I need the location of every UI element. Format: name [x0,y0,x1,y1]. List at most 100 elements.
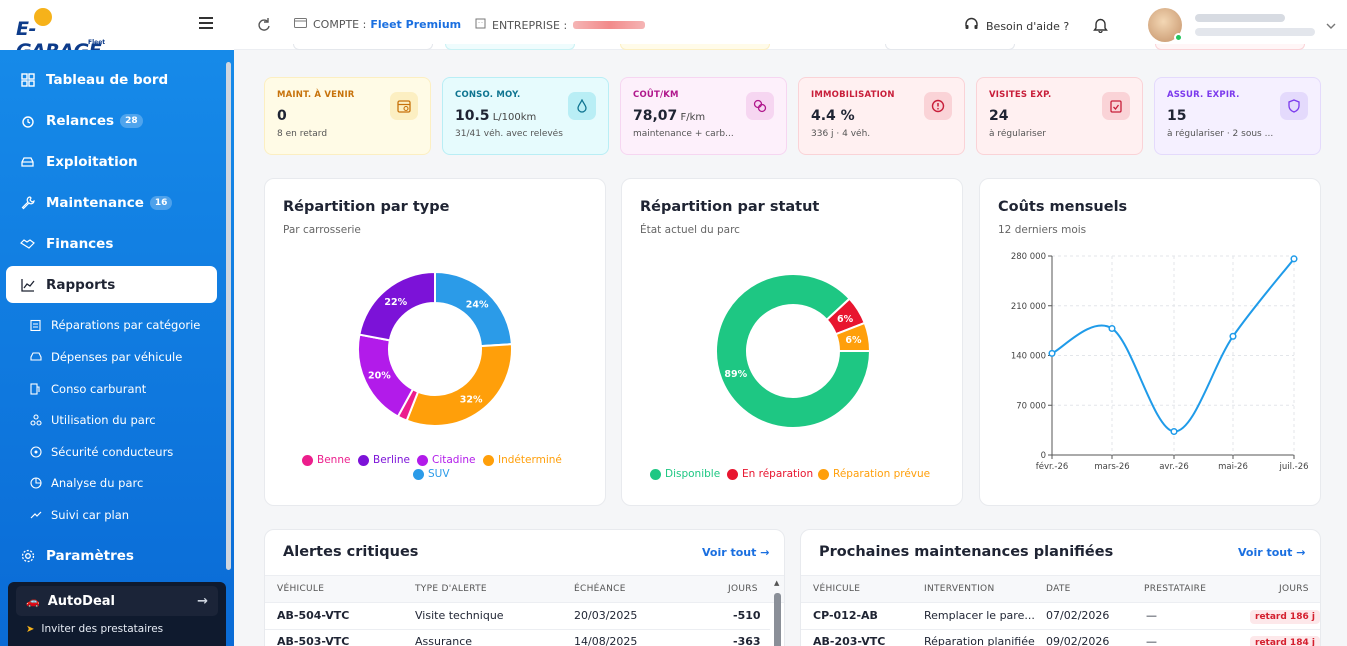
legend-item[interactable]: Disponible [650,468,720,480]
shield-icon [1280,92,1308,120]
invite-prestataires-link[interactable]: ➤ Inviter des prestataires [26,623,163,635]
donut-slice-disponible[interactable] [715,273,872,429]
help-button[interactable]: Besoin d'aide ? [964,17,1069,35]
panel-maintenances-planifiees: Prochaines maintenances planifiées Voir … [800,529,1321,646]
sidebar-item-rapports[interactable]: Rapports [6,266,217,303]
sub-item-suivi-car-plan[interactable]: Suivi car plan [30,508,129,522]
legend-item[interactable]: Berline [358,454,410,466]
x-tick-label: avr.-26 [1159,462,1189,472]
kpi-unit: L/100km [489,112,537,123]
donut-chart-statut: 89% 6% 6% [715,273,872,429]
voir-tout-maintenances-link[interactable]: Voir tout → [1238,546,1306,559]
entreprise-info: ENTREPRISE : [475,18,646,32]
sidebar-scrollbar[interactable] [226,62,231,570]
legend-swatch [483,454,494,466]
steering-wheel-icon [30,446,42,458]
slice-data-label: 6% [837,314,854,325]
legend-swatch [818,468,829,480]
legend-item[interactable]: Benne [302,454,350,466]
voir-tout-alertes-link[interactable]: Voir tout → [702,546,770,559]
cell-prestataire: — [1146,609,1157,622]
sidebar-item-parametres[interactable]: Paramètres [6,537,217,574]
donut-slice-indéterminé[interactable] [405,343,513,427]
cell-jours: -363 [733,635,761,646]
handshake-icon [20,236,35,251]
clipboard-check-icon [1102,92,1130,120]
donut-slice-berline[interactable] [358,270,436,342]
network-icon [30,414,42,426]
legend-item[interactable]: Citadine [417,454,476,466]
user-role-redacted [1195,28,1315,36]
sidebar-item-relances[interactable]: Relances 28 [6,102,217,139]
kpi-card[interactable]: ASSUR. EXPIR. 15 à régulariser · 2 sous ..… [1154,77,1321,155]
kpi-subtext: à régulariser · 2 sous ... [1167,129,1274,139]
sidebar-item-maintenance[interactable]: Maintenance 16 [6,184,217,221]
pie-chart-icon [30,477,42,489]
data-point[interactable] [1290,255,1298,263]
donut-chart-type: 24% 32% 20% 22% [357,270,513,427]
sub-item-label: Suivi car plan [51,508,130,522]
data-point[interactable] [1229,332,1237,340]
sub-item-label: Dépenses par véhicule [51,350,183,364]
sub-item-utilisation-parc[interactable]: Utilisation du parc [30,413,156,427]
kpi-card[interactable]: IMMOBILISATION 4.4 % 336 j · 4 véh. [798,77,965,155]
sidebar-item-finances[interactable]: Finances [6,225,217,262]
legend-item[interactable]: SUV [413,468,450,480]
kpi-label: IMMOBILISATION [811,90,895,100]
data-point[interactable] [1170,427,1178,436]
sub-item-securite-conducteurs[interactable]: Sécurité conducteurs [30,445,173,459]
legend-item[interactable]: En réparation [727,468,813,480]
menu-toggle-icon[interactable] [199,17,213,29]
autodeal-label: AutoDeal [47,593,116,609]
th-date: DATE [1046,584,1071,594]
app-logo[interactable]: E-GARAGE Fleet [14,6,114,62]
cell-intervention: Réparation planifiée [924,635,1035,646]
sub-item-label: Réparations par catégorie [51,318,201,332]
trend-up-icon [30,509,42,521]
sub-item-depenses-vehicule[interactable]: Dépenses par véhicule [30,350,182,364]
slice-data-label: 89% [724,369,747,380]
legend-item[interactable]: Réparation prévue [818,468,930,480]
legend-item[interactable]: Indéterminé [483,454,562,466]
sub-item-analyse-parc[interactable]: Analyse du parc [30,476,143,490]
table-scrollbar[interactable]: ▲ [772,577,782,646]
slice-data-label: 32% [460,394,483,405]
sub-item-reparations-categorie[interactable]: Réparations par catégorie [30,318,200,332]
y-tick-label: 210 000 [1011,302,1046,312]
alert-circle-icon [924,92,952,120]
building-icon [475,18,486,32]
slice-data-label: 20% [368,371,391,382]
refresh-icon[interactable] [256,17,271,32]
legend-label: Disponible [665,468,721,480]
kpi-value: 78,07 F/km [633,108,706,124]
bell-icon[interactable] [1093,17,1108,34]
panel-repartition-statut: Répartition par statut État actuel du pa… [621,178,963,506]
compte-info: COMPTE : Fleet Premium [294,18,461,31]
line-chart-couts: 0 70 000 140 000 210 000 280 000 févr.-26 mars… [1011,252,1309,472]
donut-slice-réparation-prévue[interactable] [834,321,872,352]
kpi-value: 4.4 % [811,108,855,124]
y-tick-label: 0 [1041,451,1046,461]
cell-type: Visite technique [415,609,504,622]
data-point[interactable] [1108,324,1116,333]
autodeal-button[interactable]: 🚗 AutoDeal → [16,586,218,616]
sidebar-item-label: Paramètres [46,547,134,564]
chevron-down-icon[interactable] [1325,17,1337,29]
sidebar-item-tableau-de-bord[interactable]: Tableau de bord [6,61,217,98]
data-point[interactable] [1048,349,1056,357]
kpi-subtext: maintenance + carb... [633,129,734,139]
panel-title: Répartition par statut [640,199,820,215]
sidebar-panel [0,50,234,646]
sub-item-conso-carburant[interactable]: Conso carburant [30,382,146,396]
sidebar-item-exploitation[interactable]: Exploitation [6,143,217,180]
panel-alertes-critiques: Alertes critiques Voir tout → VÉHICULE T… [264,529,785,646]
online-status-dot [1174,33,1183,42]
maintenance-count-badge: 16 [149,195,173,210]
kpi-card[interactable]: COÛT/KM 78,07 F/km maintenance + carb... [620,77,787,155]
kpi-card[interactable]: VISITES EXP. 24 à régulariser [976,77,1143,155]
th-vehicule: VÉHICULE [277,584,325,594]
kpi-card[interactable]: CONSO. MOY. 10.5 L/100km 31/41 véh. avec r… [442,77,609,155]
kpi-card[interactable]: MAINT. À VENIR 0 8 en retard [264,77,431,155]
panel-couts-mensuels: Coûts mensuels 12 derniers mois 0 70 000 1… [979,178,1321,506]
compte-label: COMPTE : [313,18,367,31]
